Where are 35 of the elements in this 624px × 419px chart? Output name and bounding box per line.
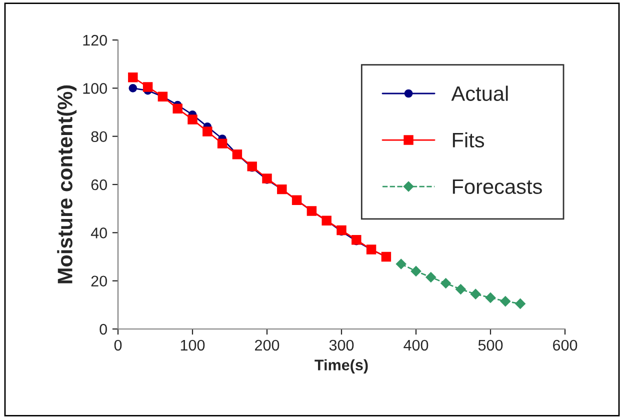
y-tick-label: 40: [90, 228, 107, 238]
point: [396, 258, 406, 270]
legend-label: Fits: [452, 132, 484, 148]
point: [440, 278, 451, 288]
x-tick-label: 600: [553, 340, 578, 351]
point: [128, 72, 138, 82]
legend-label: Actual: [451, 86, 508, 102]
x-tick-label: 0: [114, 340, 122, 351]
point: [515, 298, 526, 309]
x-tick-label: 300: [329, 340, 354, 351]
point: [188, 114, 198, 124]
y-axis-title: Moisture content(%): [57, 85, 77, 284]
point: [128, 84, 138, 92]
x-tick-label: 200: [255, 340, 280, 351]
x-tick-label: 400: [404, 340, 428, 351]
x-tick-label: 500: [478, 340, 503, 351]
legend-label: Forecasts: [452, 179, 542, 194]
y-tick-label: 60: [91, 179, 107, 190]
point: [142, 82, 153, 92]
point: [500, 296, 511, 306]
y-tick-label: 100: [83, 83, 107, 94]
point: [456, 284, 466, 294]
point: [217, 138, 228, 148]
x-axis-title: Time(s): [314, 359, 368, 374]
point: [426, 272, 436, 282]
y-tick-label: 0: [100, 324, 107, 335]
x-tick-label: 100: [180, 340, 205, 351]
y-tick-label: 20: [91, 276, 107, 287]
point: [470, 288, 481, 300]
point: [172, 104, 182, 114]
point: [202, 126, 212, 136]
point: [485, 292, 496, 303]
point: [410, 266, 422, 276]
y-tick-label: 80: [91, 131, 107, 142]
y-tick-label: 120: [83, 34, 107, 46]
